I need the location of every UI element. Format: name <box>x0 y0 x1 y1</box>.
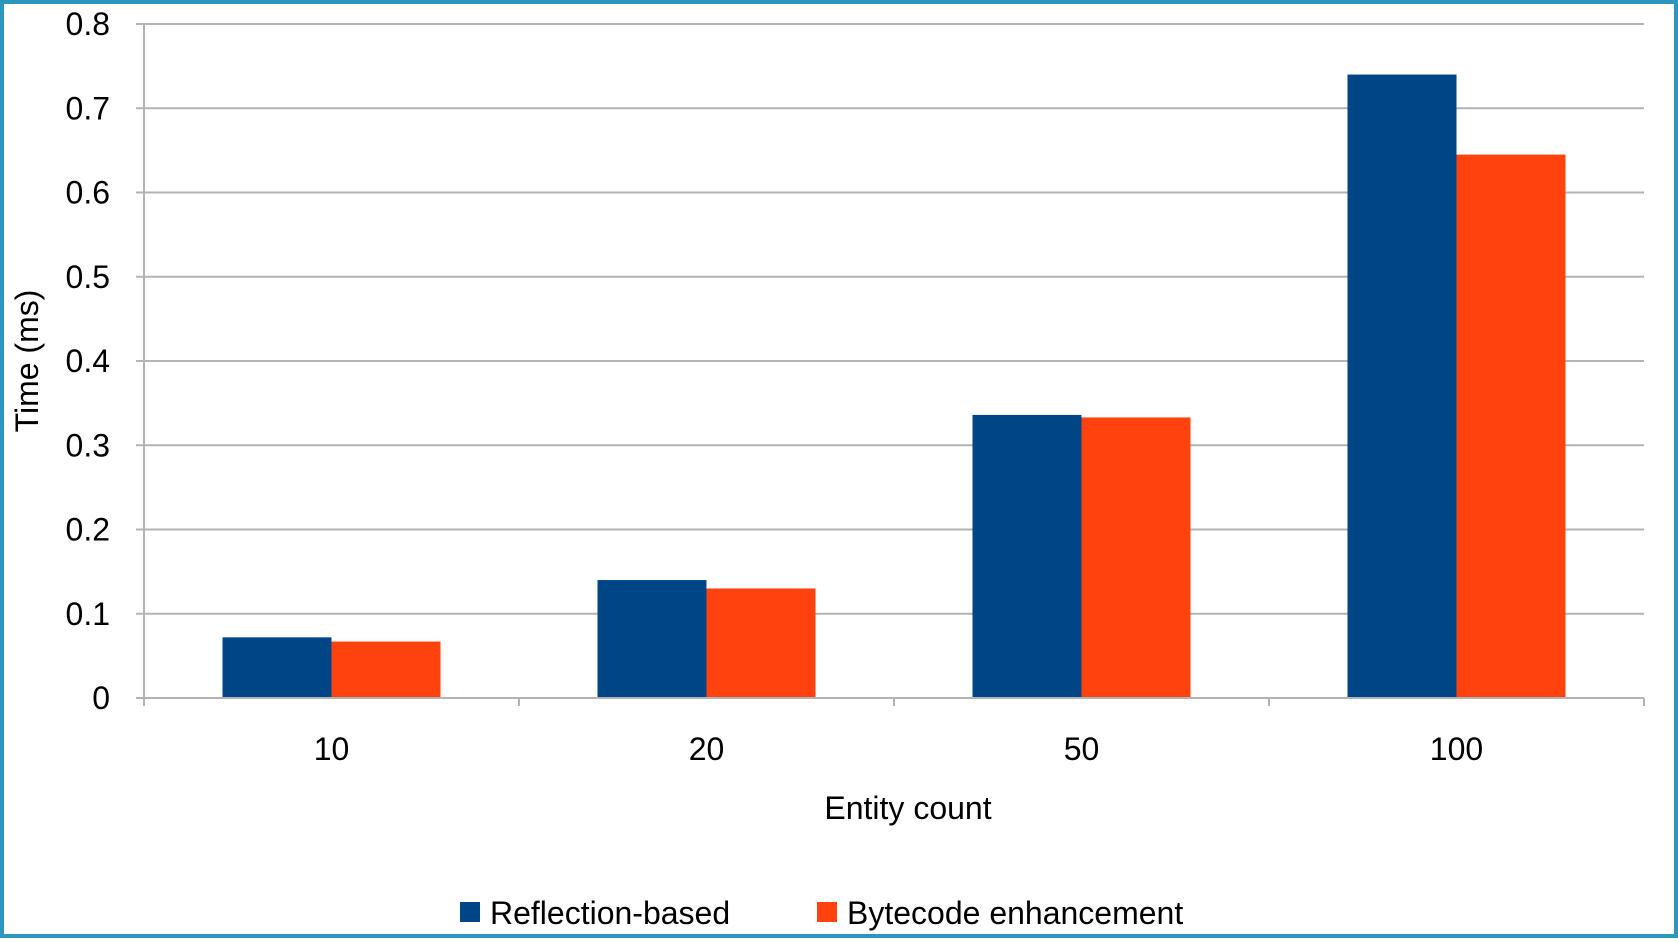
bar-reflection-based <box>597 580 707 698</box>
bar-chart: 0 0.1 0.2 0.3 0.4 0.5 0.6 0.7 0.8 10 20 50 100 Time… <box>9 6 1645 931</box>
y-tick-label: 0.2 <box>66 512 110 548</box>
legend-label: Bytecode enhancement <box>847 895 1183 931</box>
legend-swatch <box>460 902 480 922</box>
legend: Reflection-based Bytecode enhancement <box>460 895 1183 931</box>
legend-label: Reflection-based <box>490 895 730 931</box>
y-tick-labels: 0 0.1 0.2 0.3 0.4 0.5 0.6 0.7 0.8 <box>66 6 110 716</box>
y-tick-label: 0.5 <box>66 259 110 295</box>
x-tick-label: 50 <box>1064 731 1100 767</box>
y-tick-label: 0 <box>92 680 110 716</box>
y-tick-label: 0.3 <box>66 427 110 463</box>
bar-reflection-based <box>1347 74 1457 699</box>
bar-reflection-based <box>222 637 332 698</box>
bar-reflection-based <box>972 414 1082 698</box>
bar-bytecode-enhancement <box>706 588 816 698</box>
y-tick-label: 0.1 <box>66 596 110 632</box>
x-tick-label: 100 <box>1430 731 1483 767</box>
y-tick-label: 0.6 <box>66 175 110 211</box>
axes <box>136 23 1645 706</box>
x-tick-labels: 10 20 50 100 <box>314 731 1483 767</box>
legend-swatch <box>817 902 837 922</box>
y-axis-title: Time (ms) <box>9 290 45 433</box>
x-axis-title: Entity count <box>824 790 991 826</box>
y-tick-label: 0.8 <box>66 6 110 42</box>
y-tick-label: 0.4 <box>66 343 110 379</box>
x-tick-label: 10 <box>314 731 350 767</box>
bar-bytecode-enhancement <box>1081 417 1191 698</box>
y-tick-label: 0.7 <box>66 90 110 126</box>
x-tick-label: 20 <box>689 731 725 767</box>
bar-bytecode-enhancement <box>331 641 441 698</box>
bars <box>222 74 1566 699</box>
gridlines <box>144 23 1644 615</box>
bar-bytecode-enhancement <box>1456 154 1566 698</box>
